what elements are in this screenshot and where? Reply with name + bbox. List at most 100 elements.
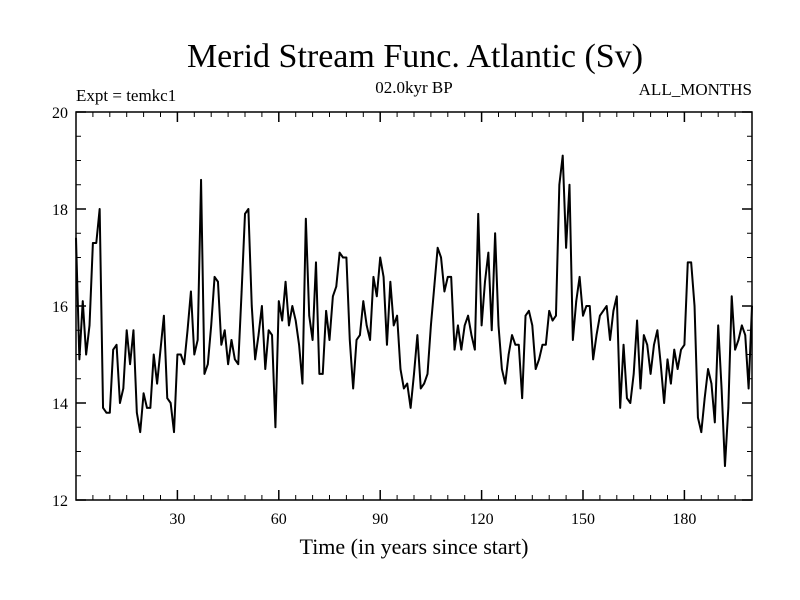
data-point — [676, 368, 679, 370]
data-point — [744, 334, 747, 336]
data-point — [517, 344, 520, 346]
data-point — [599, 314, 601, 317]
data-point — [605, 305, 608, 307]
data-point — [105, 411, 108, 414]
data-point — [534, 368, 537, 370]
data-point — [217, 280, 219, 283]
data-point — [355, 339, 358, 341]
data-point — [348, 339, 351, 341]
data-point — [81, 300, 84, 302]
data-point — [463, 324, 466, 327]
data-point — [490, 329, 493, 332]
data-points — [75, 154, 753, 467]
data-point — [714, 421, 716, 424]
data-point — [376, 295, 378, 298]
data-point — [318, 373, 321, 375]
data-point — [335, 285, 338, 288]
y-tick-label: 20 — [52, 105, 68, 122]
data-point — [176, 353, 179, 356]
y-tick-label: 12 — [52, 493, 68, 510]
data-point — [119, 402, 121, 404]
data-point — [342, 256, 344, 259]
data-point — [156, 382, 158, 385]
data-point — [75, 237, 77, 239]
data-point — [747, 387, 750, 390]
data-point — [423, 382, 425, 385]
data-point — [362, 300, 365, 302]
data-point — [102, 407, 104, 409]
data-point — [700, 431, 703, 433]
chart-title: Merid Stream Func. Atlantic (Sv) — [187, 38, 643, 75]
data-point — [359, 334, 361, 336]
data-point — [443, 290, 446, 293]
x-tick-label: 30 — [169, 511, 185, 528]
data-point — [406, 382, 409, 385]
data-point — [734, 348, 736, 351]
data-point — [264, 368, 267, 370]
data-point — [656, 329, 659, 332]
data-point — [244, 213, 246, 215]
data-point — [129, 363, 131, 366]
data-point — [419, 387, 422, 390]
data-point — [183, 363, 185, 366]
data-point — [551, 319, 554, 322]
data-point — [528, 310, 530, 312]
data-point — [173, 431, 175, 433]
data-point — [730, 295, 733, 298]
data-point — [690, 261, 692, 264]
data-point — [200, 179, 202, 181]
data-point — [78, 358, 81, 361]
data-point — [95, 242, 98, 244]
data-point — [426, 373, 429, 375]
x-axis-label: Time (in years since start) — [300, 534, 529, 559]
data-point — [727, 407, 730, 409]
data-point — [737, 339, 740, 341]
data-point — [365, 324, 368, 327]
data-point — [585, 305, 588, 307]
data-point — [609, 339, 611, 341]
data-point — [271, 334, 273, 336]
data-point — [338, 251, 341, 254]
data-point — [308, 314, 311, 317]
data-point — [717, 324, 719, 327]
data-point — [474, 348, 476, 351]
period-label: 02.0kyr BP — [375, 78, 452, 97]
data-point — [575, 300, 578, 302]
data-point — [278, 300, 280, 302]
data-point — [582, 314, 584, 317]
data-point — [267, 329, 270, 332]
data-point — [325, 310, 327, 312]
data-point — [169, 402, 172, 404]
data-point — [166, 397, 169, 399]
data-point — [321, 373, 324, 375]
data-point — [112, 348, 114, 351]
data-point — [152, 353, 155, 356]
data-point — [460, 348, 463, 351]
data-point — [386, 344, 388, 346]
data-point — [629, 402, 632, 404]
data-point — [639, 387, 642, 390]
data-point — [457, 324, 459, 327]
data-point — [234, 358, 236, 361]
data-point — [470, 334, 473, 336]
data-point — [555, 314, 557, 317]
data-point — [632, 373, 635, 375]
data-point — [548, 310, 550, 312]
data-point — [250, 305, 253, 307]
data-point — [125, 329, 128, 332]
data-point — [149, 407, 152, 409]
data-point — [98, 208, 101, 210]
data-point — [416, 334, 419, 336]
data-point — [467, 314, 469, 317]
data-point — [109, 411, 111, 414]
data-point — [179, 353, 182, 356]
data-point — [305, 217, 307, 220]
data-point — [646, 344, 649, 346]
data-point — [531, 324, 534, 327]
data-point — [223, 329, 226, 332]
data-point — [328, 339, 331, 341]
data-point — [399, 368, 402, 370]
data-point — [203, 373, 206, 375]
x-tick-label: 90 — [372, 511, 388, 528]
data-point — [693, 305, 696, 307]
